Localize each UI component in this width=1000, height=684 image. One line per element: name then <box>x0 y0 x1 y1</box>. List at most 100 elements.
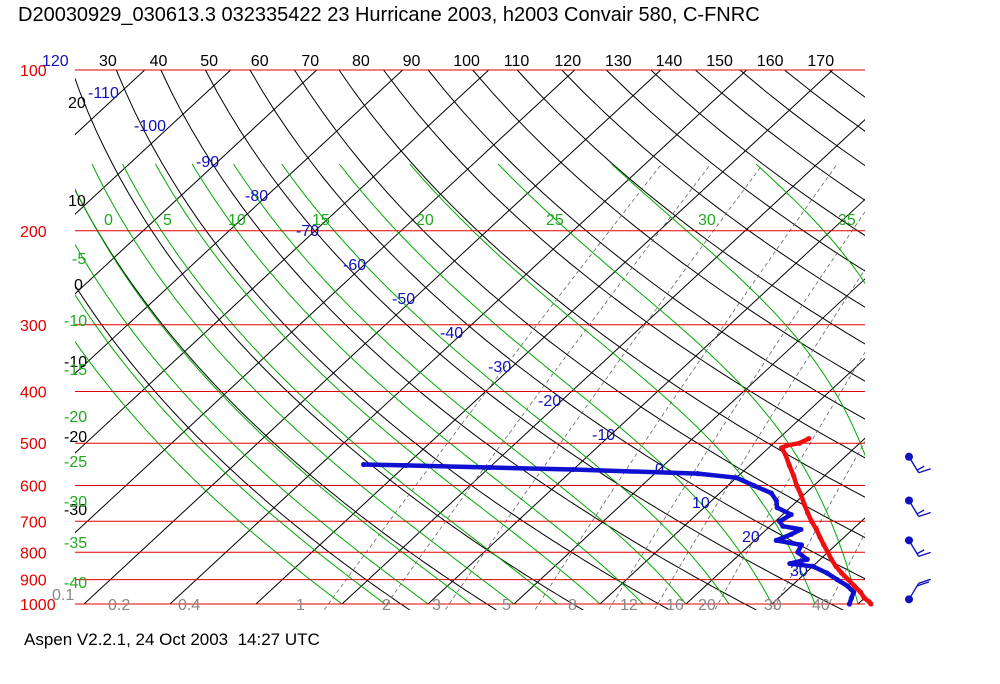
footer-text: Aspen V2.2.1, 24 Oct 2003 14:27 UTC <box>24 630 320 649</box>
theta-tick-label: 120 <box>554 53 581 70</box>
moist-adiabat-line <box>122 163 558 605</box>
isotherm-line <box>75 69 490 454</box>
dewpoint-trace-point <box>824 570 830 576</box>
wind-barb-flag <box>918 551 931 558</box>
dry-adiabat-line <box>874 70 1000 615</box>
moist-adiabat-line <box>281 163 730 605</box>
temperature-trace-point <box>833 563 839 569</box>
mixing-ratio-line <box>608 211 865 610</box>
isotherm-label: -60 <box>343 257 366 274</box>
dewpoint-trace-point <box>361 461 367 468</box>
wind-barb-flag <box>918 468 931 474</box>
isotherm-label: -50 <box>392 291 415 308</box>
dewpoint-trace-point <box>804 556 810 562</box>
wind-barb <box>905 496 931 518</box>
isotherm-label: -30 <box>488 359 511 376</box>
isotherm-line <box>75 69 232 215</box>
temperature-trace-point <box>778 445 785 451</box>
isotherm-line <box>169 69 748 605</box>
mixing-ratio-label: 5 <box>502 597 511 614</box>
isotherm-label-left: 10 <box>68 193 86 210</box>
mixing-ratio-line <box>714 351 865 610</box>
isotherm-line <box>685 437 865 605</box>
isotherm-label-left: -20 <box>64 429 87 446</box>
mixing-ratio-label: 12 <box>620 597 638 614</box>
dry-adiabat-line <box>516 69 865 345</box>
dewpoint-trace-point <box>768 490 774 496</box>
dry-adiabat-line <box>115 69 671 610</box>
moist-adiabat-label: 20 <box>416 212 434 229</box>
pressure-tick-label: 400 <box>20 385 47 402</box>
moist-adiabat-label: -5 <box>72 251 86 268</box>
dry-adiabat-line <box>650 69 865 237</box>
pressure-tick-label: 500 <box>20 436 47 453</box>
theta-tick-label: 120 <box>42 53 69 70</box>
moist-adiabat-line <box>611 163 865 457</box>
temperature-trace-point <box>794 482 800 489</box>
chart-title: D20030929_030613.3 032335422 23 Hurrican… <box>18 4 760 26</box>
dewpoint-trace-point <box>848 595 855 601</box>
isotherm-line <box>513 278 865 605</box>
moist-adiabat-line <box>75 340 343 605</box>
grid-lines <box>75 69 1000 615</box>
theta-tick-label: 50 <box>200 53 218 70</box>
isotherm-line <box>341 119 865 605</box>
moist-adiabat-label: -30 <box>64 494 87 511</box>
dewpoint-trace-point <box>751 482 757 489</box>
mixing-ratio-label: 1 <box>296 597 305 614</box>
wind-barb-flag <box>916 549 925 555</box>
dewpoint-trace-point <box>810 563 816 569</box>
temperature-trace-point <box>828 556 834 562</box>
isotherm-line <box>599 357 865 605</box>
dry-adiabat-line <box>828 69 865 98</box>
dry-adiabat-line <box>204 69 845 610</box>
isotherm-label-left: -10 <box>64 354 87 371</box>
wind-barb-staff <box>908 500 920 517</box>
dewpoint-trace-point <box>774 505 780 511</box>
dry-adiabat-line <box>963 70 1000 615</box>
temperature-trace-point <box>857 589 864 595</box>
temperature-trace-point <box>821 542 827 548</box>
dewpoint-trace-point <box>798 542 805 548</box>
temperature-trace-point <box>808 518 815 524</box>
theta-tick-label: 70 <box>301 53 319 70</box>
dry-adiabat-line <box>160 69 758 610</box>
dry-adiabat-line <box>249 69 865 580</box>
temperature-trace-point <box>782 451 789 458</box>
theta-tick-label: 150 <box>706 53 733 70</box>
theta-tick-label: 80 <box>352 53 370 70</box>
isotherm-label-left: 20 <box>68 95 86 112</box>
isotherm-label: -40 <box>440 325 463 342</box>
moist-adiabat-label: 35 <box>838 212 856 229</box>
pressure-tick-label: 900 <box>20 573 47 590</box>
moist-adiabat-label: 10 <box>228 212 246 229</box>
temperature-trace-point <box>825 549 831 555</box>
dewpoint-trace-point <box>486 464 493 471</box>
wind-barb <box>905 578 931 604</box>
mixing-ratio-line <box>993 164 1000 615</box>
moist-adiabat-label: 25 <box>546 212 564 229</box>
mixing-ratio-line <box>444 163 764 610</box>
isotherm-label: -90 <box>196 154 219 171</box>
mixing-ratio-label: 0.4 <box>178 597 200 614</box>
wind-barb <box>905 452 931 474</box>
isotherm-label-left: -30 <box>64 502 87 519</box>
isotherm-line <box>83 69 662 605</box>
temperature-trace-point <box>806 435 812 442</box>
isotherm-label: 0 <box>655 461 664 478</box>
theta-tick-label: 130 <box>605 53 632 70</box>
dry-adiabat-line <box>75 77 584 610</box>
isotherm-label: -10 <box>592 427 615 444</box>
isotherm-label: -70 <box>296 223 319 240</box>
dry-adiabat-line <box>383 69 865 459</box>
temperature-trace-point <box>838 570 845 576</box>
moist-adiabat-line <box>233 163 687 605</box>
isotherm-line <box>427 198 865 605</box>
mixing-ratio-label: 3 <box>432 597 441 614</box>
wind-barb-flag <box>916 465 925 471</box>
moist-adiabat-label: -20 <box>64 409 87 426</box>
dewpoint-trace-point <box>780 523 786 529</box>
dry-adiabat-line <box>427 69 865 420</box>
wind-barb-staff <box>908 539 920 557</box>
